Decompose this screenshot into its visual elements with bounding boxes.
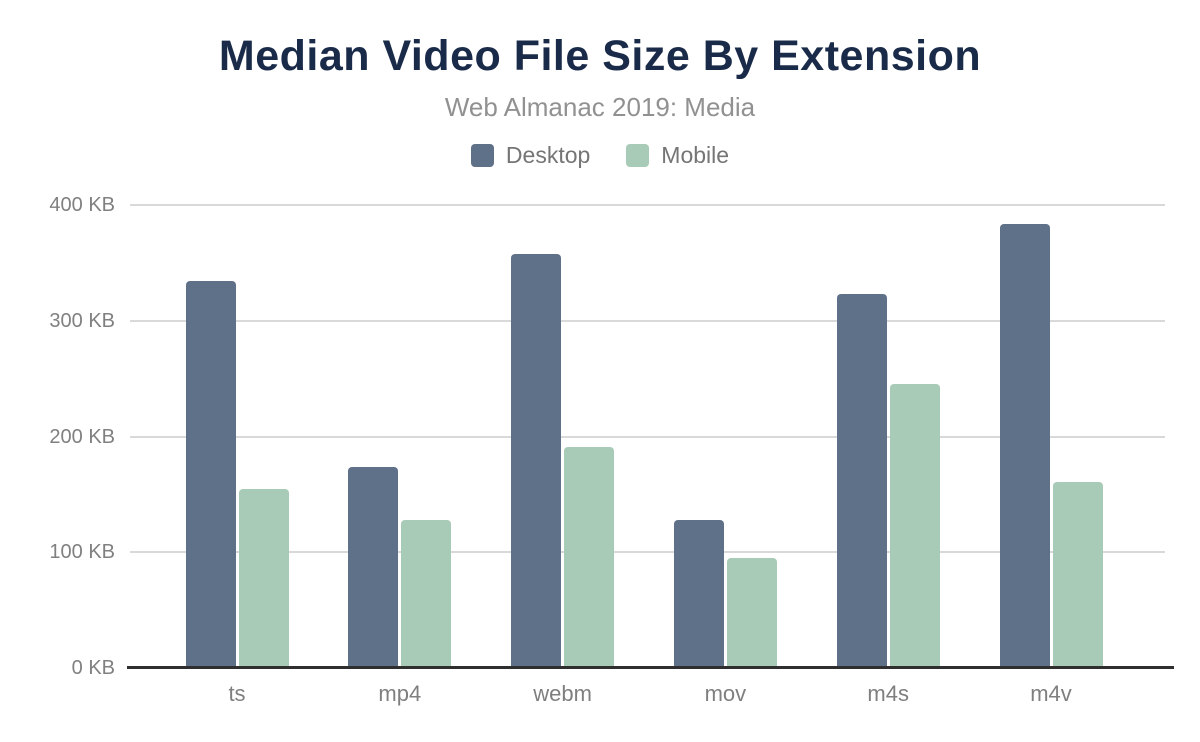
bar-desktop-mov[interactable] <box>673 519 724 668</box>
gridline-300 <box>130 319 1165 322</box>
bar-desktop-webm[interactable] <box>511 253 562 668</box>
y-axis-label-0: 0 KB <box>71 657 115 679</box>
chart-subtitle: Web Almanac 2019: Media <box>444 92 756 122</box>
x-axis-label-webm: webm <box>533 681 592 706</box>
bar-desktop-mp4[interactable] <box>348 466 399 668</box>
bar-mobile-m4s[interactable] <box>889 384 940 668</box>
legend-label: Mobile <box>661 142 730 168</box>
gridline-400 <box>130 204 1165 206</box>
y-axis-label-100: 100 KB <box>49 541 115 564</box>
x-axis-label-mov: mov <box>704 681 747 706</box>
bar-mobile-m4v[interactable] <box>1052 481 1103 668</box>
y-axis-label-200: 200 KB <box>49 425 115 448</box>
legend: Desktop Mobile <box>0 142 1200 169</box>
bar-desktop-ts[interactable] <box>185 281 236 668</box>
gridline-200 <box>130 435 1165 438</box>
bar-desktop-m4v[interactable] <box>999 223 1050 668</box>
x-axis-label-m4s: m4s <box>867 681 909 706</box>
legend-item-desktop: Desktop <box>470 142 591 169</box>
y-axis-label-400: 400 KB <box>49 194 115 216</box>
chart-title: Median Video File Size By Extension <box>218 32 982 80</box>
bar-mobile-mov[interactable] <box>726 558 777 668</box>
legend-swatch-desktop <box>470 144 494 167</box>
legend-label: Desktop <box>505 142 591 168</box>
x-axis-label-m4v: m4v <box>1030 681 1072 706</box>
x-axis-label-mp4: mp4 <box>378 681 422 706</box>
legend-item-mobile: Mobile <box>626 142 729 169</box>
gridline-100 <box>130 551 1165 554</box>
legend-swatch-mobile <box>626 144 650 167</box>
x-axis-label-ts: ts <box>228 681 246 706</box>
bar-mobile-webm[interactable] <box>564 446 615 668</box>
bar-desktop-m4s[interactable] <box>836 294 887 668</box>
bar-mobile-ts[interactable] <box>238 488 289 668</box>
y-axis-label-300: 300 KB <box>49 309 115 332</box>
x-axis-line <box>127 666 1174 669</box>
bar-mobile-mp4[interactable] <box>401 519 452 668</box>
